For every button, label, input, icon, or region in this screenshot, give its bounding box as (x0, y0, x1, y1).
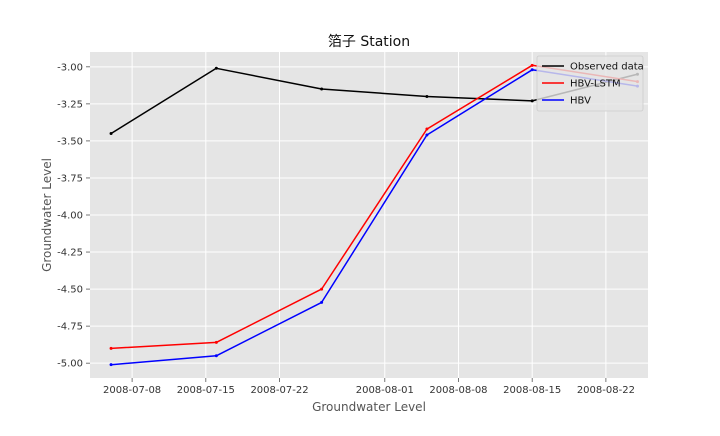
y-tick-label: -4.25 (57, 248, 83, 259)
grid-lines (90, 52, 648, 378)
data-point-hbv (530, 68, 534, 72)
data-point-hbv-lstm (425, 127, 429, 131)
y-tick-label: -4.75 (57, 322, 83, 333)
legend-label: HBV (570, 96, 591, 107)
data-point-hbv (214, 354, 218, 358)
data-point-observed-data (425, 94, 429, 98)
y-tick-label: -3.75 (57, 173, 83, 184)
chart-title: 箔子 Station (328, 34, 410, 50)
y-tick-label: -4.00 (57, 211, 83, 222)
x-tick-label: 2008-07-08 (103, 385, 161, 396)
legend-label: Observed data (570, 62, 644, 73)
data-point-hbv-lstm (214, 340, 218, 344)
y-tick-label: -3.25 (57, 99, 83, 110)
data-point-observed-data (530, 99, 534, 103)
x-tick-label: 2008-07-15 (177, 385, 235, 396)
data-point-hbv (425, 133, 429, 137)
x-tick-label: 2008-08-22 (577, 385, 635, 396)
data-point-hbv-lstm (320, 287, 324, 291)
x-tick-label: 2008-08-08 (429, 385, 487, 396)
legend-label: HBV-LSTM (570, 79, 621, 90)
data-point-hbv-lstm (109, 346, 113, 350)
x-tick-label: 2008-07-22 (250, 385, 308, 396)
y-axis-ticks: -3.00 -3.25 -3.50 -3.75 -4.00 -4.25 -4.50 -4.75… (57, 62, 90, 370)
x-axis-label: Groundwater Level (312, 400, 426, 414)
data-point-hbv (320, 300, 324, 304)
y-tick-label: -5.00 (57, 359, 83, 370)
y-tick-label: -4.50 (57, 285, 83, 296)
x-tick-label: 2008-08-15 (503, 385, 561, 396)
data-point-hbv (109, 363, 113, 367)
data-point-observed-data (320, 87, 324, 91)
data-point-hbv-lstm (530, 63, 534, 67)
legend-box (536, 55, 644, 112)
data-point-observed-data (214, 66, 218, 70)
data-point-observed-data (109, 132, 113, 135)
y-tick-label: -3.00 (57, 62, 83, 73)
legend: Observed data HBV-LSTM HBV (536, 55, 644, 112)
y-tick-label: -3.50 (57, 136, 83, 147)
x-tick-label: 2008-08-01 (356, 385, 414, 396)
x-axis-ticks: 2008-07-08 2008-07-15 2008-07-22 2008-08-01… (103, 378, 635, 396)
y-axis-label: Groundwater Level (40, 158, 54, 272)
